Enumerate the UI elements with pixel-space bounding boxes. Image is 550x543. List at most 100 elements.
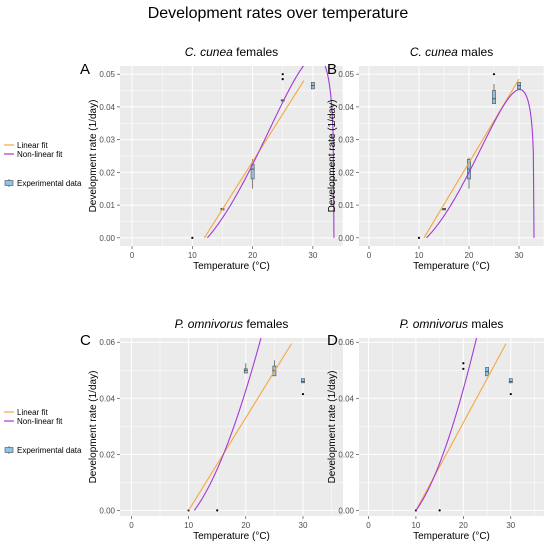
outlier-points	[187, 392, 305, 512]
y-tick-labels: 0.00 0.01 0.02 0.03 0.04 0.05	[99, 70, 120, 243]
plot-background	[359, 338, 544, 516]
box-body	[301, 378, 305, 384]
boxplot	[508, 378, 513, 384]
y-axis-label: Development rate (1/day)	[88, 100, 99, 213]
outlier-point	[216, 509, 219, 512]
legend-linear-label: Linear fit	[17, 141, 48, 150]
outlier-point	[509, 392, 512, 396]
figure-title: Development rates over temperature	[148, 5, 409, 22]
box-body	[243, 368, 248, 374]
outlier-point	[462, 362, 465, 365]
boxplots	[485, 367, 513, 384]
x-tick-label: 30	[506, 521, 515, 530]
box-body	[508, 378, 513, 384]
boxplot	[243, 363, 248, 374]
panel-title-sex: females	[233, 45, 278, 59]
outlier-points	[417, 73, 496, 239]
y-tick-label: 0.04	[99, 394, 115, 403]
y-axis-label: Development rate (1/day)	[327, 371, 338, 484]
legend-nonlinear-label: Non-linear fit	[17, 150, 63, 159]
y-axis-label: Development rate (1/day)	[88, 371, 99, 484]
box-body	[492, 90, 496, 104]
y-tick-label: 0.05	[338, 70, 354, 79]
panel-title-sex: females	[243, 317, 288, 331]
x-tick-label: 10	[415, 251, 424, 260]
panel-title-species: C. cunea	[185, 45, 233, 59]
outlier-point	[438, 509, 441, 512]
outlier-point	[281, 77, 284, 81]
y-tick-label: 0.04	[338, 394, 354, 403]
gridlines	[120, 66, 344, 246]
outlier-point	[301, 392, 305, 396]
legend-experimental-label: Experimental data	[17, 446, 82, 455]
outlier-points	[191, 73, 284, 239]
panel-letter: A	[80, 61, 90, 78]
x-tick-label: 0	[129, 521, 134, 530]
legend-linear-label: Linear fit	[17, 408, 48, 417]
y-tick-label: 0.06	[99, 338, 115, 347]
panel-A: C. cunea females A 0 10 20 30 0.00 0.01 0.02 0.03…	[80, 45, 344, 272]
outlier-point	[191, 236, 194, 239]
plot-background	[120, 338, 343, 516]
boxplot	[301, 378, 305, 384]
panel-title: P. omnivorus females	[175, 317, 289, 331]
y-tick-label: 0.02	[338, 168, 354, 177]
x-tick-label: 30	[299, 521, 308, 530]
panel-letter: C	[80, 332, 91, 349]
panel-title: C. cunea females	[185, 45, 278, 59]
panel-title-sex: males	[458, 45, 493, 59]
legend-experimental-label: Experimental data	[17, 179, 82, 188]
x-tick-label: 30	[515, 251, 524, 260]
x-axis-label: Temperature (°C)	[413, 531, 490, 542]
y-tick-label: 0.02	[338, 450, 354, 459]
y-tick-label: 0.06	[338, 338, 354, 347]
y-tick-label: 0.03	[99, 136, 115, 145]
boxplot	[517, 82, 521, 90]
y-tick-labels: 0.00 0.01 0.02 0.03 0.04 0.05	[338, 70, 359, 243]
x-tick-label: 0	[367, 251, 372, 260]
x-tick-label: 0	[130, 251, 135, 260]
panels: C. cunea females A 0 10 20 30 0.00 0.01 0.02 0.03…	[80, 45, 545, 542]
x-tick-label: 20	[248, 251, 257, 260]
y-tick-label: 0.00	[99, 506, 115, 515]
y-tick-label: 0.05	[99, 70, 115, 79]
panel-letter: B	[327, 61, 337, 78]
boxplot	[310, 82, 315, 90]
y-tick-label: 0.02	[99, 168, 115, 177]
legend-box-key	[4, 447, 14, 453]
x-tick-label: 20	[465, 251, 474, 260]
y-tick-label: 0.01	[338, 201, 354, 210]
outlier-point	[417, 236, 421, 239]
x-tick-label: 10	[184, 521, 193, 530]
boxplot	[442, 208, 446, 211]
legend-nonlinear-label: Non-linear fit	[17, 417, 63, 426]
legend-box-key	[4, 180, 14, 186]
y-tick-label: 0.02	[99, 450, 115, 459]
nonlinear-fit-curve	[426, 89, 535, 239]
panel-letter: D	[327, 332, 338, 349]
y-tick-labels: 0.00 0.02 0.04 0.06	[338, 338, 359, 515]
gridlines	[359, 338, 544, 516]
linear-fit-line	[188, 343, 293, 511]
y-tick-label: 0.01	[99, 201, 115, 210]
nonlinear-fit-curve	[193, 338, 262, 511]
panel-title: C. cunea males	[410, 45, 493, 59]
x-tick-label: 10	[188, 251, 197, 260]
panel-title-species: P. omnivorus	[400, 317, 468, 331]
x-axis-label: Temperature (°C)	[193, 531, 270, 542]
y-tick-label: 0.00	[338, 506, 354, 515]
x-tick-label: 0	[366, 521, 371, 530]
y-tick-label: 0.00	[338, 234, 354, 243]
y-tick-label: 0.00	[99, 234, 115, 243]
panel-title: P. omnivorus males	[400, 317, 504, 331]
y-axis-label: Development rate (1/day)	[327, 100, 338, 213]
panel-title-species: C. cunea	[410, 45, 458, 59]
nonlinear-fit-curve	[206, 66, 335, 239]
y-tick-label: 0.04	[338, 103, 354, 112]
